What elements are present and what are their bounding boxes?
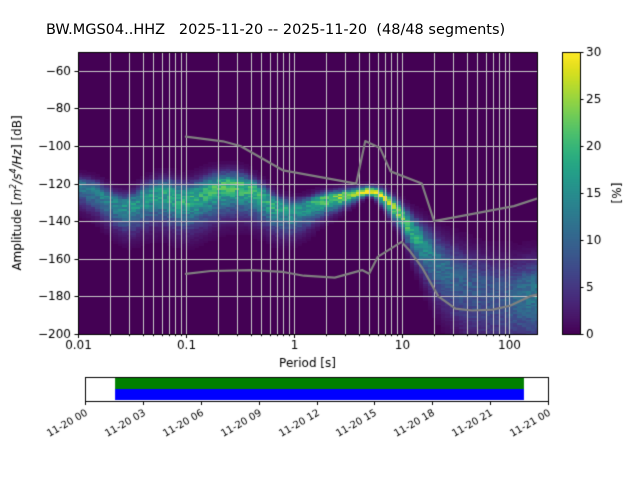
ppsd-plot-canvas[interactable]: [0, 0, 640, 480]
ppsd-figure: BW.MGS04..HHZ 2025-11-20 -- 2025-11-20 (…: [0, 0, 640, 480]
